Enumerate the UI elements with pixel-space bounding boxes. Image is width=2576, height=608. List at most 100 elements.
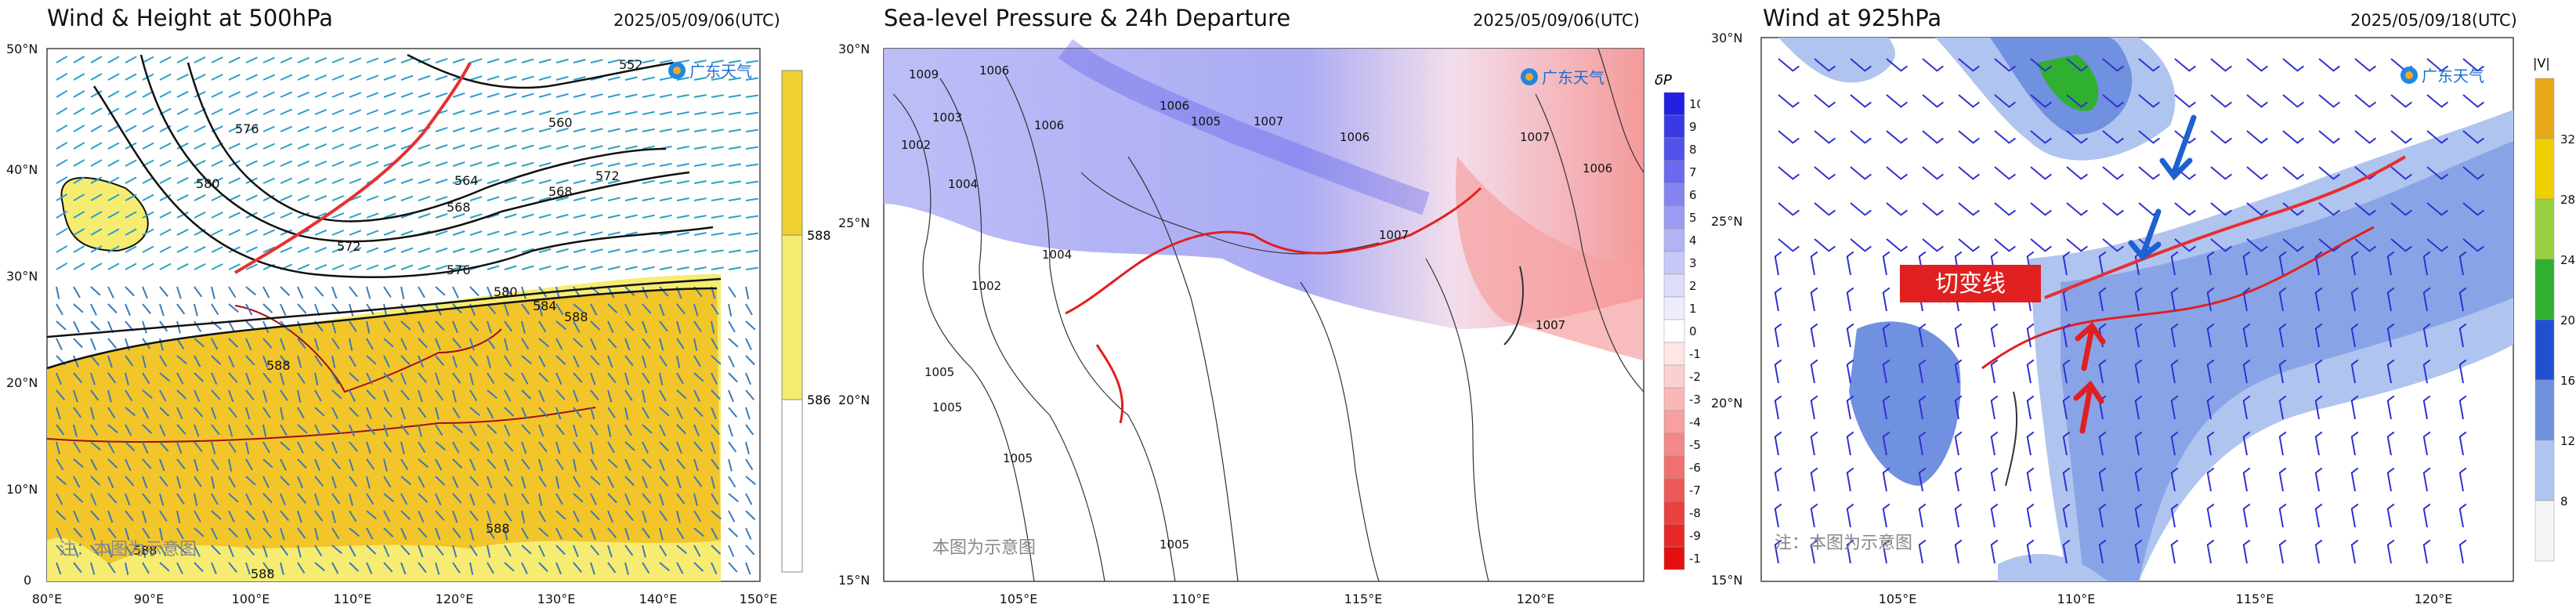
wind-barb [331, 109, 345, 115]
wind-barb [56, 303, 63, 316]
svg-text:20°N: 20°N [6, 375, 38, 390]
wind-barb [90, 107, 103, 115]
svg-text:115°E: 115°E [2236, 592, 2274, 606]
wind-barb [521, 248, 534, 253]
colorbar-segment [1663, 478, 1685, 502]
wind-barb [2390, 94, 2412, 108]
wind-barb [383, 372, 393, 383]
colorbar-label: 10 [1689, 97, 1700, 111]
wind-barb [469, 286, 479, 297]
wind-barb [624, 545, 634, 556]
wind-barb [745, 180, 758, 184]
wind-barb [2102, 202, 2124, 216]
wind-barb [1846, 539, 1854, 564]
wind-barb [676, 510, 681, 523]
wind-barb [73, 142, 85, 150]
wind-barb [521, 58, 534, 63]
wind-barb [487, 493, 496, 505]
wind-barb [2314, 251, 2323, 276]
wind-barb [538, 424, 545, 437]
wind-barb [245, 562, 251, 575]
wind-barb [331, 372, 339, 385]
wind-barb [573, 476, 581, 488]
wind-barb [728, 249, 741, 253]
wind-barb [331, 476, 337, 489]
wind-barb [142, 458, 152, 469]
wind-barb [2386, 359, 2395, 384]
height-contours [46, 53, 722, 370]
wind-barb [469, 127, 483, 132]
wind-barb [194, 389, 201, 403]
lat-labels: 50°N 40°N 30°N 20°N 10°N 0 [6, 42, 38, 588]
wind-barb [435, 247, 448, 253]
wind-barb [435, 510, 445, 521]
wind-barb [90, 424, 99, 436]
wind-barb [607, 248, 620, 253]
wind-barb [262, 372, 272, 384]
wind-barb [590, 372, 596, 385]
svg-text:588: 588 [807, 228, 830, 243]
wind-barb [56, 476, 67, 486]
wind-barb [331, 441, 338, 454]
svg-text:1006: 1006 [1034, 118, 1064, 132]
wind-barb [452, 458, 463, 469]
wind-barb [1882, 431, 1890, 456]
svg-text:1007: 1007 [1536, 318, 1565, 332]
wind-barb [728, 441, 737, 453]
wind-barb [297, 286, 304, 299]
wind-barb [349, 74, 362, 81]
lon-labels: 105°E 110°E 115°E 120°E [1000, 592, 1555, 606]
svg-text:130°E: 130°E [537, 592, 576, 606]
wind-barb [555, 303, 564, 316]
wind-barb [176, 159, 189, 167]
shear-line-label: 切变线 [1900, 265, 2041, 302]
wind-barb [1954, 395, 1963, 420]
wind-barb [56, 141, 68, 150]
wind-barb [504, 424, 511, 437]
svg-text:δP: δP [1655, 72, 1672, 89]
wind-barb [331, 545, 342, 555]
wind-barb [659, 266, 672, 270]
wind-barb [2278, 323, 2287, 348]
wind-barb [176, 493, 185, 505]
wind-barb [435, 527, 441, 541]
colorbar-segment [1663, 296, 1685, 320]
wind-barb [452, 476, 459, 489]
wind-barb [435, 338, 441, 351]
wind-barb [711, 128, 724, 132]
wind-barb [125, 407, 136, 417]
wind-barb [297, 246, 310, 253]
wind-barb [125, 245, 137, 253]
wind-barb [2246, 166, 2268, 180]
wind-barb [349, 178, 362, 184]
colorbar-label: 3 [1689, 256, 1697, 270]
wind-barb [349, 126, 362, 132]
wind-barb [452, 127, 465, 132]
wind-barb [280, 562, 284, 575]
wind-barb [125, 458, 132, 472]
svg-text:1005: 1005 [1160, 537, 1189, 552]
map-500hpa: 552 560 576 572 568 580 564 572 568 576 … [6, 42, 830, 606]
wind-barb [469, 493, 476, 506]
svg-text:588: 588 [251, 566, 275, 581]
wind-barb [487, 338, 496, 349]
wind-barb [2314, 431, 2323, 456]
wind-barb [159, 142, 172, 150]
wind-barb [194, 177, 206, 184]
wind-barb [2354, 166, 2376, 180]
wind-barb [159, 211, 172, 219]
wind-barb [56, 227, 68, 236]
wind-barb [435, 212, 448, 219]
wind-barb [1918, 467, 1927, 492]
wind-barb [711, 180, 724, 184]
wind-barb [607, 145, 620, 150]
wind-barb [624, 527, 630, 541]
wind-barb [125, 493, 131, 506]
wind-barb [383, 92, 396, 98]
colorbar-segment [2534, 440, 2555, 501]
wind-barb [349, 562, 360, 572]
wind-barb [435, 92, 448, 98]
svg-text:1006: 1006 [979, 63, 1009, 78]
wind-barb [711, 163, 724, 167]
wind-barb [504, 92, 517, 98]
